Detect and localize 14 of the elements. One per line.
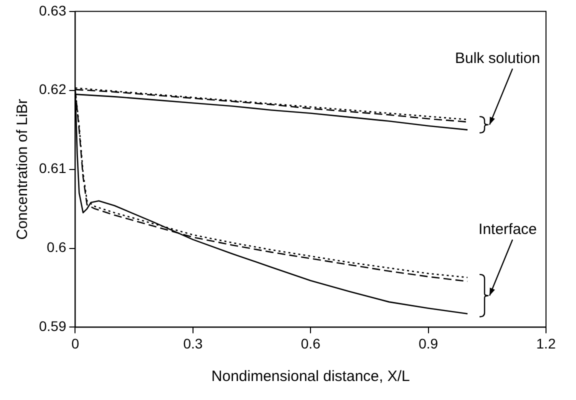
x-tick-label: 0.9 xyxy=(418,335,438,352)
y-tick-label: 0.63 xyxy=(39,2,66,18)
y-tick-label: 0.62 xyxy=(39,81,66,98)
y-tick-label: 0.61 xyxy=(39,160,66,176)
annotation: Bulk solution xyxy=(455,50,540,67)
y-tick-label: 0.6 xyxy=(46,239,66,256)
y-tick-label: 0.59 xyxy=(39,318,66,334)
x-tick-label: 0 xyxy=(71,335,80,352)
x-tick-label: 0.3 xyxy=(183,335,203,352)
x-tick-label: 1.2 xyxy=(536,335,556,352)
x-axis-title: Nondimensional distance, X/L xyxy=(211,368,410,386)
annotation: Interface xyxy=(478,220,537,238)
x-tick-label: 0.6 xyxy=(300,335,321,352)
y-axis-title: Concentration of LiBr xyxy=(14,98,32,240)
